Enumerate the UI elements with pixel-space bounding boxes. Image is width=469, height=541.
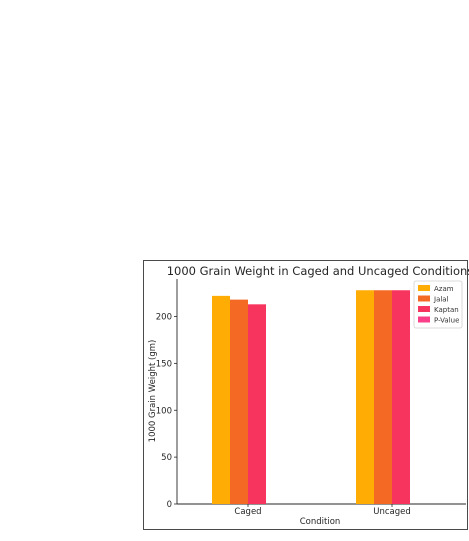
- legend-label: Azam: [434, 285, 454, 293]
- y-tick-label: 100: [156, 406, 172, 416]
- legend-swatch: [418, 306, 430, 312]
- chart-title: 1000 Grain Weight in Caged and Uncaged C…: [167, 264, 469, 278]
- y-tick-label: 200: [156, 313, 172, 323]
- y-tick-label: 50: [161, 453, 172, 463]
- legend-label: P-Value: [434, 317, 459, 325]
- bar-kaptan-caged: [248, 304, 266, 504]
- legend-label: Kaptan: [434, 306, 459, 314]
- legend-swatch: [418, 316, 430, 323]
- y-axis-label: 1000 Grain Weight (gm): [148, 340, 158, 443]
- bar-jalal-uncaged: [374, 290, 392, 504]
- bar-jalal-caged: [230, 299, 248, 504]
- x-tick-label: Caged: [234, 507, 261, 517]
- plot-area: 0 50 100 150 200 Caged Uncaged: [156, 279, 466, 517]
- legend-label: Jalal: [433, 296, 449, 304]
- y-tick-label: 150: [156, 359, 172, 369]
- bar-kaptan-uncaged: [392, 290, 410, 504]
- legend-swatch: [418, 285, 430, 291]
- x-axis-label: Condition: [300, 517, 341, 527]
- x-tick-label: Uncaged: [373, 507, 411, 517]
- legend-swatch: [418, 295, 430, 302]
- legend-box: [413, 280, 463, 329]
- legend: Azam Jalal Kaptan P-Value: [413, 280, 463, 329]
- bar-azam-uncaged: [356, 290, 374, 504]
- bar-azam-caged: [212, 295, 230, 504]
- y-tick-label: 0: [167, 500, 172, 510]
